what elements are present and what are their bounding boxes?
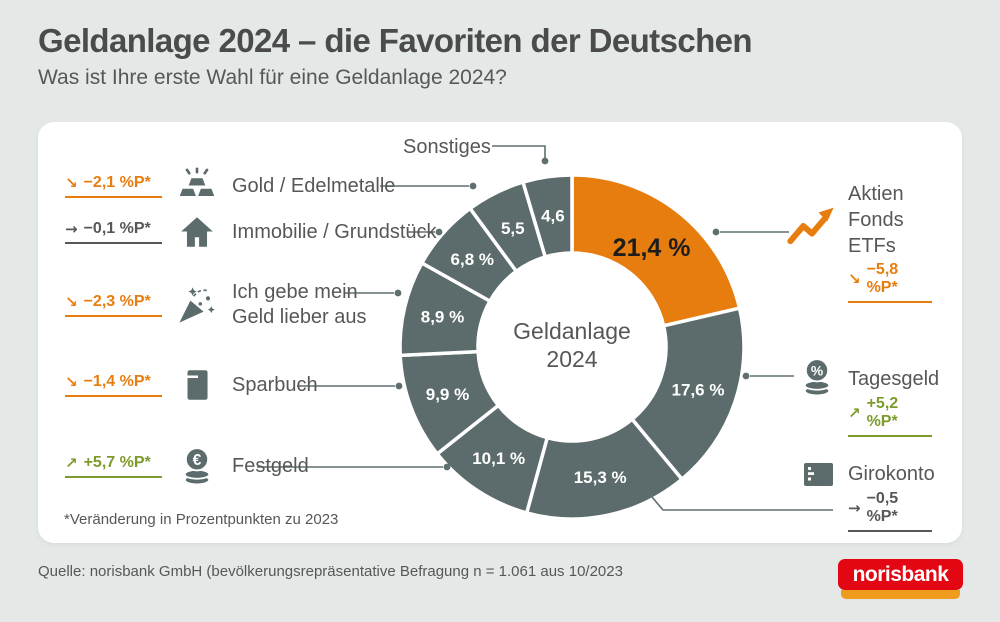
legend-label: Sparbuch (232, 373, 318, 396)
svg-text:%: % (811, 362, 823, 378)
legend-tagesgeld-label: Tagesgeld (848, 368, 940, 390)
logo-wordmark: norisbank (838, 559, 963, 590)
change-badge: ↘ −1,4 %P* (65, 373, 162, 397)
trend-flat-icon: → (65, 220, 78, 238)
trend-down-icon: ↘ (65, 293, 78, 311)
donut-center-label: Geldanlage 2024 (472, 317, 672, 373)
norisbank-logo: norisbank (838, 559, 963, 600)
euro-coins-icon: € (174, 446, 220, 486)
change-badge: ↗ +5,7 %P* (65, 454, 162, 478)
legend-row-gold: ↘ −2,1 %P* Gold / Edelmetalle (65, 163, 395, 209)
source-line: Quelle: norisbank GmbH (bevölkerungsrepr… (38, 563, 623, 580)
gold-bars-icon (174, 166, 220, 206)
change-badge: ↘ −2,1 %P* (65, 174, 162, 198)
change-value: −2,1 %P* (83, 174, 151, 191)
legend-aktien-label: Aktien Fonds ETFs (848, 181, 904, 259)
legend-row-festgeld: ↗ +5,7 %P* € Festgeld (65, 443, 309, 489)
change-value: −1,4 %P* (83, 373, 151, 390)
legend-label-line: Aktien (848, 183, 904, 205)
trend-up-icon: ↗ (848, 404, 861, 422)
change-badge: ↘ −2,3 %P* (65, 293, 162, 317)
bank-card-icon (800, 456, 836, 497)
change-value: −5,8 %P* (866, 261, 899, 296)
percent-coins-icon: % (797, 357, 837, 402)
change-badge: → −0,1 %P* (65, 220, 162, 244)
change-value: +5,7 %P* (83, 454, 151, 471)
svg-text:€: € (193, 452, 202, 469)
trend-flat-icon: → (848, 499, 861, 517)
party-popper-icon (174, 283, 220, 327)
change-value: +5,2 %P* (866, 395, 899, 430)
legend-label-line: ETFs (848, 235, 896, 257)
legend-girokonto-change: → −0,5 %P* (848, 490, 932, 532)
house-icon (174, 213, 220, 251)
legend-row-immobilie: → −0,1 %P* Immobilie / Grundstück (65, 209, 437, 255)
legend-label: Ich gebe mein Geld lieber aus (232, 281, 367, 328)
footnote: *Veränderung in Prozentpunkten zu 2023 (64, 511, 339, 528)
page-subtitle: Was ist Ihre erste Wahl für eine Geldanl… (38, 66, 507, 89)
logo-underline (841, 590, 960, 599)
legend-row-sparbuch: ↘ −1,4 %P* Sparbuch (65, 362, 318, 408)
center-label-line2: 2024 (546, 346, 598, 372)
stock-arrow-icon (786, 204, 838, 253)
change-value: −0,1 %P* (83, 220, 151, 237)
legend-aktien-change: ↘ −5,8 %P* (848, 261, 932, 303)
legend-label: Gold / Edelmetalle (232, 174, 396, 197)
center-label-line1: Geldanlage (513, 318, 631, 344)
trend-down-icon: ↘ (65, 174, 78, 192)
change-value: −2,3 %P* (83, 293, 151, 310)
trend-up-icon: ↗ (65, 454, 78, 472)
legend-label-line: Fonds (848, 209, 904, 231)
legend-row-ausgeben: ↘ −2,3 %P* Ich gebe mein Geld lieber aus (65, 281, 402, 328)
legend-label: Immobilie / Grundstück (232, 220, 437, 243)
change-value: −0,5 %P* (866, 490, 899, 525)
legend-girokonto-label: Girokonto (848, 463, 935, 485)
legend-tagesgeld-change: ↗ +5,2 %P* (848, 395, 932, 437)
trend-down-icon: ↘ (65, 373, 78, 391)
legend-label: Festgeld (232, 454, 309, 477)
savings-book-icon (174, 366, 220, 404)
label-sonstiges: Sonstiges (403, 136, 491, 158)
trend-down-icon: ↘ (848, 270, 861, 288)
page-title: Geldanlage 2024 – die Favoriten der Deut… (38, 22, 753, 59)
